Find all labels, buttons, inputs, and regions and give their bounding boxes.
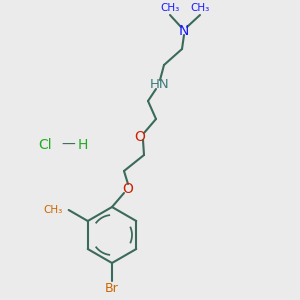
Text: Br: Br: [105, 281, 119, 295]
Text: O: O: [135, 130, 146, 144]
Text: CH₃: CH₃: [190, 3, 210, 13]
Text: —: —: [61, 138, 75, 152]
Text: Cl: Cl: [38, 138, 52, 152]
Text: N: N: [179, 24, 189, 38]
Text: HN: HN: [150, 79, 170, 92]
Text: O: O: [123, 182, 134, 196]
Text: CH₃: CH₃: [44, 205, 63, 215]
Text: H: H: [78, 138, 88, 152]
Text: CH₃: CH₃: [160, 3, 180, 13]
